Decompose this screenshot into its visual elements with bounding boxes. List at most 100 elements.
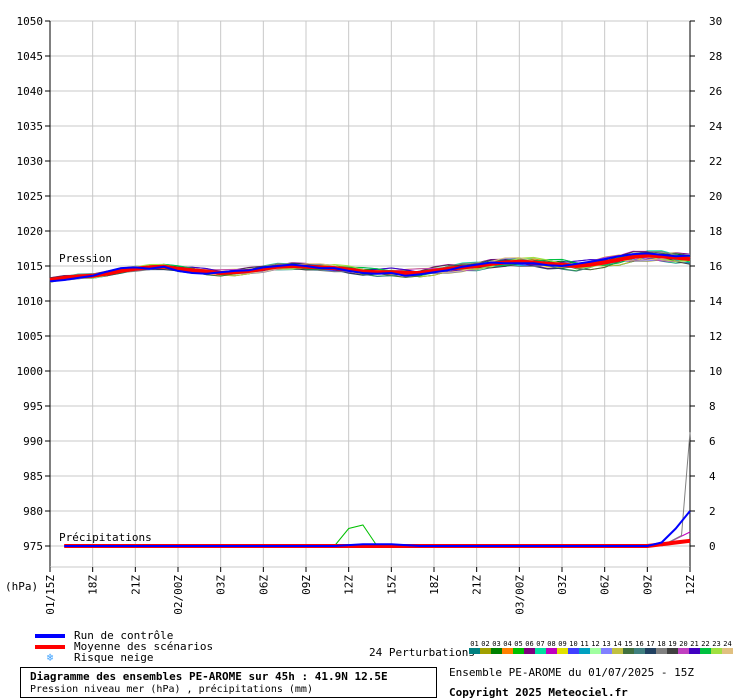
y-right-tick: 22 xyxy=(709,155,722,168)
perturbation-number: 20 xyxy=(679,640,688,648)
perturbation-color xyxy=(502,648,513,654)
copyright: Copyright 2025 Meteociel.fr xyxy=(449,686,628,699)
perturbation-number: 04 xyxy=(503,640,512,648)
perturbation-color xyxy=(689,648,700,654)
ensemble-chart: 1050104510401035103010251020101510101005… xyxy=(5,15,723,615)
chart-subtitle: Pression niveau mer (hPa) , précipitatio… xyxy=(30,684,313,695)
legend-snow-label: Risque neige xyxy=(74,651,154,664)
perturbation-swatch: 03 xyxy=(491,640,502,654)
x-tick: 18Z xyxy=(428,575,441,595)
x-tick: 21Z xyxy=(471,575,484,595)
snowflake-icon: ❄ xyxy=(46,651,54,664)
perturbation-swatch: 24 xyxy=(722,640,733,654)
x-tick: 02/00Z xyxy=(172,575,185,615)
y-left-tick: 1040 xyxy=(17,85,44,98)
y-left-tick: 1030 xyxy=(17,155,44,168)
perturbation-color xyxy=(623,648,634,654)
title-box: Diagramme des ensembles PE-AROME sur 45h… xyxy=(20,667,437,698)
x-tick: 06Z xyxy=(599,575,612,595)
perturbation-swatch: 05 xyxy=(513,640,524,654)
perturbation-number: 19 xyxy=(668,640,677,648)
perturbation-number: 22 xyxy=(701,640,710,648)
x-tick: 03Z xyxy=(556,575,569,595)
y-left-tick: 985 xyxy=(23,470,43,483)
perturbation-color xyxy=(546,648,557,654)
perturbation-swatch: 16 xyxy=(634,640,645,654)
perturbation-swatch: 13 xyxy=(601,640,612,654)
perturbation-swatch: 02 xyxy=(480,640,491,654)
main-series-lines xyxy=(49,252,691,548)
perturbation-number: 14 xyxy=(613,640,622,648)
perturbation-number: 01 xyxy=(470,640,479,648)
y-right-tick: 4 xyxy=(709,470,716,483)
perturbation-color xyxy=(513,648,524,654)
y-left-tick: 995 xyxy=(23,400,43,413)
y-right-tick: 18 xyxy=(709,225,722,238)
y-right-tick: 16 xyxy=(709,260,722,273)
perturbation-number: 17 xyxy=(646,640,655,648)
perturbation-number: 08 xyxy=(547,640,556,648)
y-right-tick: 20 xyxy=(709,190,722,203)
y-right-tick: 12 xyxy=(709,330,722,343)
perturbation-swatch: 07 xyxy=(535,640,546,654)
legend-mean: Moyenne des scénarios xyxy=(35,641,213,652)
perturbation-color xyxy=(579,648,590,654)
x-tick: 21Z xyxy=(129,575,142,595)
y-left-tick: 1000 xyxy=(17,365,44,378)
perturbation-color xyxy=(480,648,491,654)
pressure-control-line xyxy=(49,252,691,283)
perturbation-color xyxy=(678,648,689,654)
run-info: Ensemble PE-AROME du 01/07/2025 - 15Z xyxy=(449,666,695,679)
perturbation-number: 05 xyxy=(514,640,523,648)
y-right-tick: 28 xyxy=(709,50,722,63)
perturbation-number: 11 xyxy=(580,640,589,648)
perturbation-number: 06 xyxy=(525,640,534,648)
x-tick: 12Z xyxy=(684,575,697,595)
y-right-tick: 26 xyxy=(709,85,722,98)
perturbation-number: 18 xyxy=(657,640,666,648)
legend-control-label: Run de contrôle xyxy=(74,629,174,642)
perturbation-swatch: 12 xyxy=(590,640,601,654)
perturbation-number: 03 xyxy=(492,640,501,648)
perturbation-swatch: 08 xyxy=(546,640,557,654)
legend-snow: ❄ Risque neige xyxy=(35,652,213,663)
perturbation-swatch: 18 xyxy=(656,640,667,654)
y-right-tick: 6 xyxy=(709,435,716,448)
perturbation-color xyxy=(557,648,568,654)
perturbation-color xyxy=(700,648,711,654)
perturbation-number: 10 xyxy=(569,640,578,648)
x-tick: 12Z xyxy=(343,575,356,595)
legend-control: Run de contrôle xyxy=(35,630,213,641)
perturbation-swatch: 19 xyxy=(667,640,678,654)
perturbation-color xyxy=(601,648,612,654)
x-tick: 03/00Z xyxy=(513,575,526,615)
perturbation-number: 16 xyxy=(635,640,644,648)
mean-swatch xyxy=(35,644,65,649)
y-left-tick: 1035 xyxy=(17,120,44,133)
perturbation-color xyxy=(535,648,546,654)
perturbation-precip-line xyxy=(334,524,378,547)
perturbation-color xyxy=(568,648,579,654)
chart-grid xyxy=(49,20,691,568)
perturbation-color xyxy=(634,648,645,654)
legend-mean-label: Moyenne des scénarios xyxy=(74,640,214,653)
perturbation-number: 07 xyxy=(536,640,545,648)
perturbation-number: 02 xyxy=(481,640,490,648)
y-left-tick: 1005 xyxy=(17,330,44,343)
y-left-tick: 980 xyxy=(23,505,43,518)
perturbation-color xyxy=(590,648,601,654)
y-right-tick: 8 xyxy=(709,400,716,413)
perturbation-swatch: 09 xyxy=(557,640,568,654)
perturbation-number: 23 xyxy=(712,640,721,648)
perturbation-swatch: 01 xyxy=(469,640,480,654)
y-left-tick: 1050 xyxy=(17,15,44,28)
perturbation-number: 15 xyxy=(624,640,633,648)
y-left-tick: 1020 xyxy=(17,225,44,238)
y-left-tick: 1045 xyxy=(17,50,44,63)
perturbation-number: 12 xyxy=(591,640,600,648)
y-right-tick: 24 xyxy=(709,120,723,133)
y-right-tick: 10 xyxy=(709,365,722,378)
legend: Run de contrôle Moyenne des scénarios ❄ … xyxy=(35,630,213,663)
chart-title: Diagramme des ensembles PE-AROME sur 45h… xyxy=(30,670,388,683)
